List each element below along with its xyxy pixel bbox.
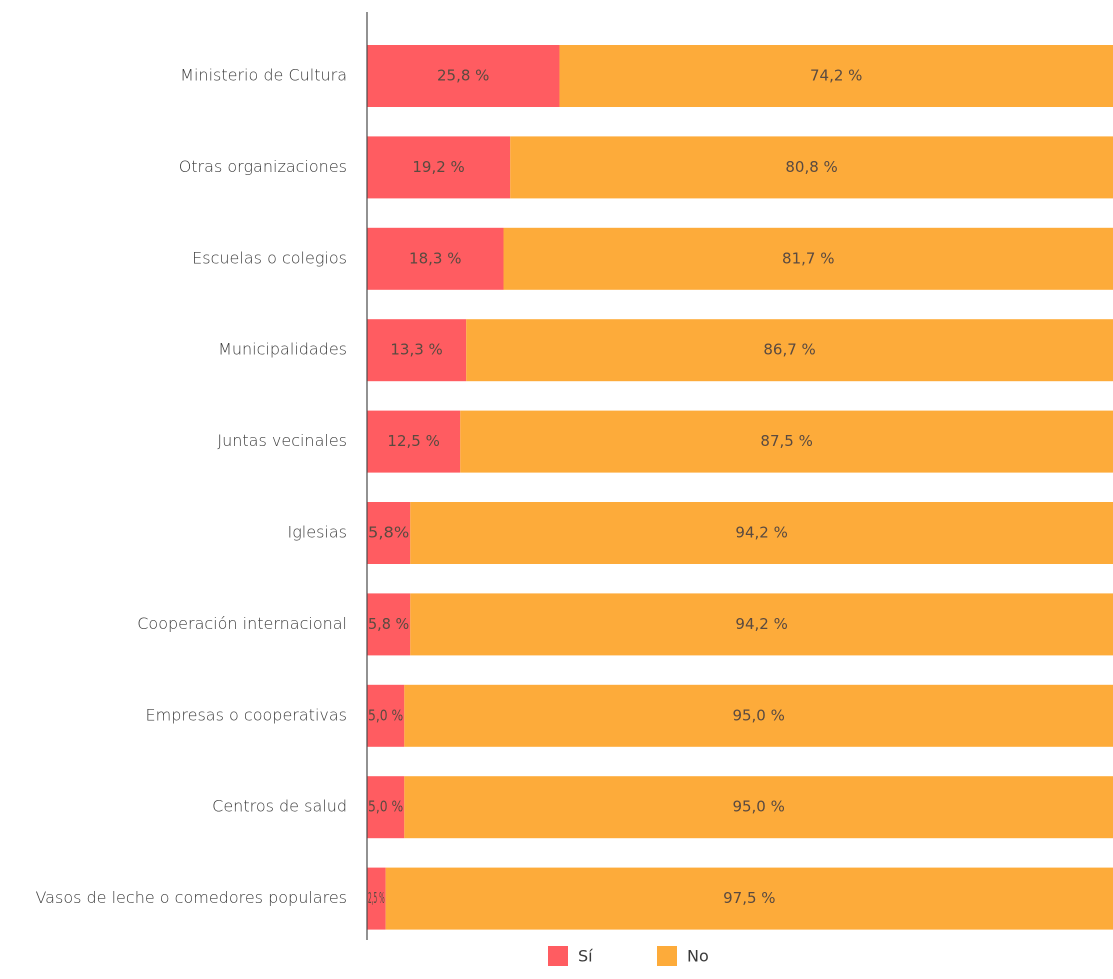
data-label-no-cooperacion-internacional: 94,2 %: [735, 615, 787, 633]
category-label-otras-organizaciones: Otras organizaciones: [179, 157, 347, 176]
data-label-si-cooperacion-internacional: 5,8 %: [368, 615, 409, 633]
data-label-si-escuelas-o-colegios: 18,3 %: [409, 249, 461, 267]
bar-no-municipalidades: [466, 319, 1113, 382]
category-label-ministerio-de-cultura: Ministerio de Cultura: [180, 66, 347, 85]
data-label-no-centros-de-salud: 95,0 %: [732, 798, 784, 816]
category-label-iglesias: Iglesias: [287, 523, 347, 542]
data-labels: 25,8 % 74,2 % 19,2 % 80,8 % 18,3 % 81,7 % 13,3…: [368, 67, 862, 908]
bar-si-empresas-o-cooperativas: [367, 684, 405, 747]
bar-no-cooperacion-internacional: [410, 593, 1113, 656]
bar-no-escuelas-o-colegios: [503, 227, 1113, 290]
bar-si-otras-organizaciones: [367, 136, 511, 199]
legend: Sí No: [548, 946, 709, 966]
data-label-no-vasos-de-leche-o-comedores-populares: 97,5 %: [723, 889, 775, 907]
data-label-si-centros-de-salud: 5,0 %: [368, 798, 403, 816]
category-labels: Ministerio de Cultura Otras organizacione…: [35, 66, 347, 908]
legend-swatch-si: [548, 946, 568, 966]
category-label-municipalidades: Municipalidades: [218, 340, 347, 359]
bar-si-vasos-de-leche-o-comedores-populares: [367, 867, 386, 930]
category-label-cooperacion-internacional: Cooperación internacional: [137, 614, 347, 633]
bar-si-cooperacion-internacional: [367, 593, 411, 656]
bar-si-escuelas-o-colegios: [367, 227, 504, 290]
data-label-si-ministerio-de-cultura: 25,8 %: [437, 67, 489, 85]
data-label-si-juntas-vecinales: 12,5 %: [387, 432, 439, 450]
bar-si-juntas-vecinales: [367, 410, 461, 473]
legend-label-si: Sí: [578, 947, 593, 966]
data-label-no-iglesias: 94,2 %: [735, 524, 787, 542]
bar-no-ministerio-de-cultura: [559, 45, 1113, 107]
data-label-no-ministerio-de-cultura: 74,2 %: [810, 67, 862, 85]
bar-no-juntas-vecinales: [460, 410, 1113, 473]
data-label-si-iglesias: 5,8%: [368, 524, 409, 542]
category-label-centros-de-salud: Centros de salud: [212, 797, 347, 816]
category-label-empresas-o-cooperativas: Empresas o cooperativas: [146, 705, 347, 724]
bar-no-vasos-de-leche-o-comedores-populares: [385, 867, 1113, 930]
bar-si-municipalidades: [367, 319, 467, 382]
data-label-no-municipalidades: 86,7 %: [763, 341, 815, 359]
data-label-no-escuelas-o-colegios: 81,7 %: [782, 249, 834, 267]
category-label-vasos-de-leche-o-comedores-populares: Vasos de leche o comedores populares: [35, 888, 347, 907]
data-label-si-otras-organizaciones: 19,2 %: [412, 158, 464, 176]
legend-swatch-no: [657, 946, 677, 966]
bar-no-centros-de-salud: [404, 776, 1113, 839]
bars-layer: [367, 45, 1113, 930]
bar-si-iglesias: [367, 502, 411, 564]
category-label-juntas-vecinales: Juntas vecinales: [217, 431, 347, 450]
data-label-no-otras-organizaciones: 80,8 %: [785, 158, 837, 176]
data-label-no-empresas-o-cooperativas: 95,0 %: [732, 706, 784, 724]
data-label-si-empresas-o-cooperativas: 5,0 %: [368, 706, 403, 724]
data-label-si-vasos-de-leche-o-comedores-populares: 2,5 %: [368, 889, 385, 907]
bar-no-otras-organizaciones: [510, 136, 1113, 199]
bar-si-centros-de-salud: [367, 776, 405, 839]
bar-si-ministerio-de-cultura: [367, 45, 560, 107]
data-label-si-municipalidades: 13,3 %: [390, 341, 442, 359]
legend-label-no: No: [687, 947, 709, 966]
bar-no-iglesias: [410, 502, 1113, 564]
bar-no-empresas-o-cooperativas: [404, 684, 1113, 747]
data-label-no-juntas-vecinales: 87,5 %: [760, 432, 812, 450]
category-label-escuelas-o-colegios: Escuelas o colegios: [192, 248, 347, 267]
